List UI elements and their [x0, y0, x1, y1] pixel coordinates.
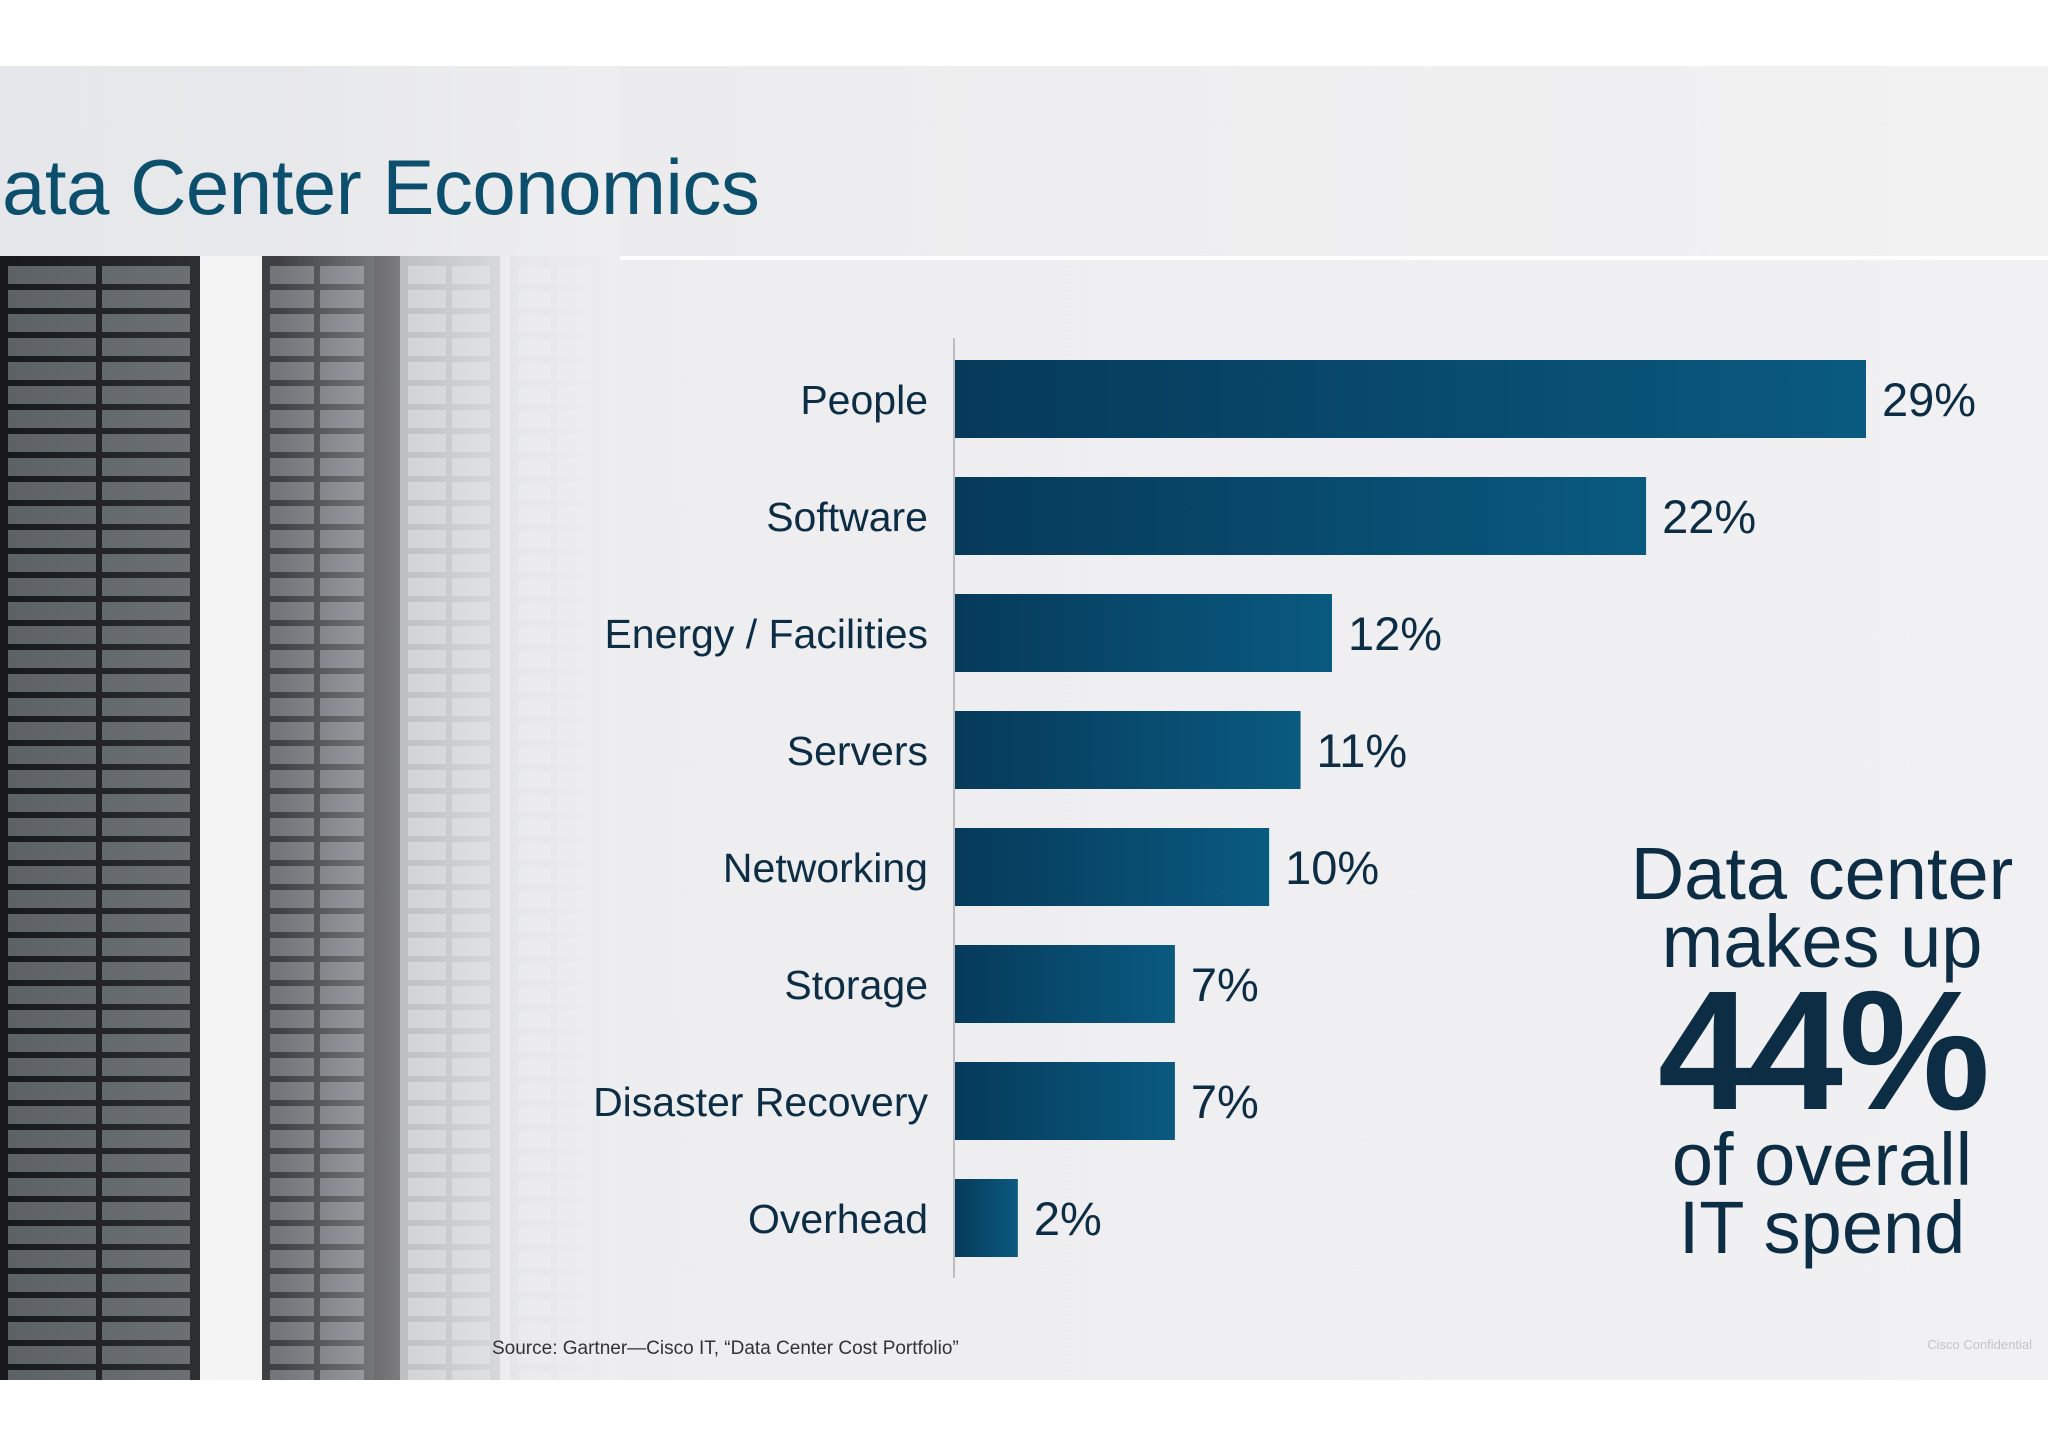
bar-chart: People 29% Software 22% Energy / Facilities 1… — [593, 338, 1976, 1278]
value-label: 11% — [1317, 724, 1408, 777]
category-label: People — [800, 377, 928, 423]
bar-storage — [955, 945, 1175, 1023]
bar-networking — [955, 828, 1270, 906]
value-label: 2% — [1034, 1192, 1102, 1245]
callout-line-2: makes up — [1661, 900, 1983, 983]
category-label: Servers — [787, 728, 928, 774]
category-label: Networking — [723, 845, 928, 891]
callout-line-1: Data center — [1630, 832, 2014, 915]
callout-line-4: IT spend — [1678, 1186, 1966, 1269]
slide: ata Center Economics People 29% Software 22… — [0, 66, 2048, 1380]
value-label: 29% — [1882, 373, 1976, 426]
category-label: Storage — [784, 962, 928, 1008]
server-rack-photo — [0, 66, 620, 1380]
bar-software — [955, 477, 1647, 555]
slide-title: ata Center Economics — [2, 143, 760, 231]
bar-energy-facilities — [955, 594, 1332, 672]
source-note: Source: Gartner—Cisco IT, “Data Center C… — [492, 1338, 959, 1359]
title-divider — [0, 256, 2048, 260]
confidential-mark: Cisco Confidential — [1927, 1337, 2032, 1352]
summary-callout: Data center makes up 44% of overall IT s… — [1572, 832, 2048, 1269]
value-label: 10% — [1285, 841, 1379, 894]
bar-disaster-recovery — [955, 1062, 1175, 1140]
category-label: Disaster Recovery — [593, 1079, 928, 1125]
category-label: Overhead — [748, 1196, 928, 1242]
value-label: 7% — [1191, 1075, 1259, 1128]
bar-people — [955, 360, 1866, 438]
value-label: 7% — [1191, 958, 1259, 1011]
category-label: Software — [766, 494, 928, 540]
value-label: 12% — [1348, 607, 1442, 660]
callout-line-3: of overall — [1671, 1118, 1973, 1201]
value-label: 22% — [1662, 490, 1756, 543]
bar-servers — [955, 711, 1301, 789]
category-label: Energy / Facilities — [604, 611, 928, 657]
bar-overhead — [955, 1179, 1018, 1257]
callout-percentage: 44% — [1657, 956, 1990, 1146]
